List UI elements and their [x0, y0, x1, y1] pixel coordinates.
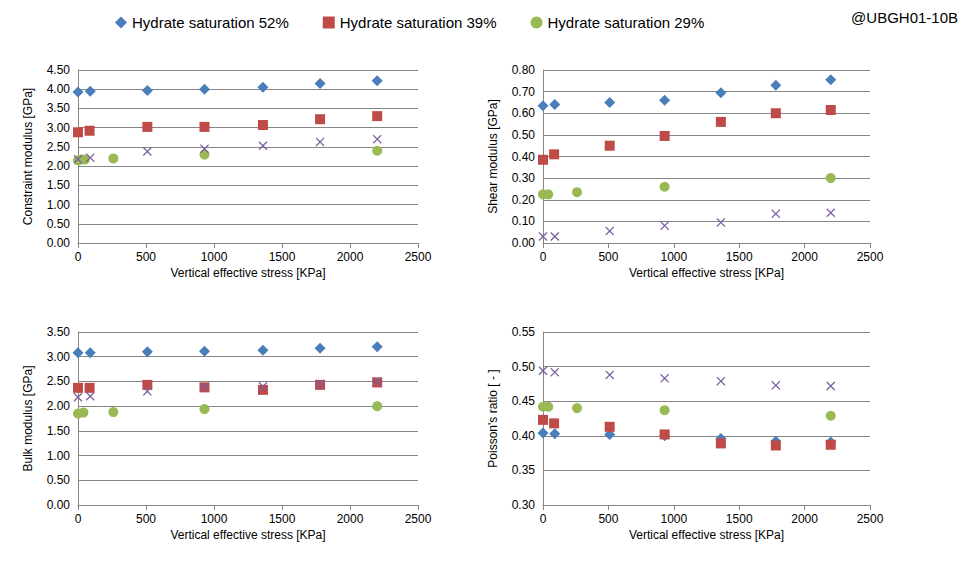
svg-text:1.50: 1.50 — [47, 424, 71, 438]
svg-text:500: 500 — [598, 250, 618, 264]
svg-text:0: 0 — [540, 512, 547, 526]
svg-text:0: 0 — [75, 512, 82, 526]
svg-text:2500: 2500 — [857, 250, 884, 264]
svg-text:0.30: 0.30 — [512, 498, 536, 512]
svg-text:Hydrate saturation 29%: Hydrate saturation 29% — [548, 14, 705, 31]
svg-text:0.10: 0.10 — [512, 214, 536, 228]
svg-text:Hydrate saturation 52%: Hydrate saturation 52% — [132, 14, 289, 31]
svg-text:0.40: 0.40 — [512, 429, 536, 443]
svg-text:0.50: 0.50 — [512, 360, 536, 374]
svg-text:0.40: 0.40 — [512, 150, 536, 164]
svg-text:2000: 2000 — [337, 250, 364, 264]
svg-text:0.30: 0.30 — [512, 171, 536, 185]
svg-text:0.70: 0.70 — [512, 85, 536, 99]
svg-text:500: 500 — [136, 512, 156, 526]
svg-text:0: 0 — [540, 250, 547, 264]
svg-text:3.50: 3.50 — [47, 101, 71, 115]
svg-text:Bulk modulus [GPa]: Bulk modulus [GPa] — [21, 365, 35, 471]
svg-text:Hydrate saturation 39%: Hydrate saturation 39% — [340, 14, 497, 31]
svg-text:2000: 2000 — [337, 512, 364, 526]
svg-text:2.50: 2.50 — [47, 140, 71, 154]
svg-text:0.50: 0.50 — [47, 217, 71, 231]
svg-text:1.00: 1.00 — [47, 198, 71, 212]
svg-text:0.50: 0.50 — [47, 473, 71, 487]
svg-text:4.00: 4.00 — [47, 82, 71, 96]
svg-text:0.20: 0.20 — [512, 193, 536, 207]
svg-text:500: 500 — [598, 512, 618, 526]
svg-text:2500: 2500 — [405, 250, 432, 264]
svg-text:0.00: 0.00 — [47, 236, 71, 250]
svg-text:2000: 2000 — [791, 512, 818, 526]
svg-text:0.50: 0.50 — [512, 128, 536, 142]
svg-text:0.00: 0.00 — [47, 498, 71, 512]
svg-text:0.00: 0.00 — [512, 236, 536, 250]
svg-text:1000: 1000 — [201, 512, 228, 526]
svg-text:Vertical effective stress [KPa: Vertical effective stress [KPa] — [629, 528, 784, 542]
svg-text:0.80: 0.80 — [512, 63, 536, 77]
svg-text:2.00: 2.00 — [47, 399, 71, 413]
svg-text:1500: 1500 — [726, 512, 753, 526]
svg-text:@UBGH01-10B: @UBGH01-10B — [851, 9, 958, 26]
svg-text:1500: 1500 — [726, 250, 753, 264]
svg-text:Vertical effective stress [KPa: Vertical effective stress [KPa] — [170, 528, 325, 542]
svg-text:1.50: 1.50 — [47, 178, 71, 192]
svg-text:Vertical effective stress [KPa: Vertical effective stress [KPa] — [629, 266, 784, 280]
svg-text:0: 0 — [75, 250, 82, 264]
svg-text:3.00: 3.00 — [47, 350, 71, 364]
svg-text:0.60: 0.60 — [512, 106, 536, 120]
svg-text:1000: 1000 — [660, 250, 687, 264]
svg-text:500: 500 — [136, 250, 156, 264]
svg-text:2500: 2500 — [857, 512, 884, 526]
svg-text:4.50: 4.50 — [47, 63, 71, 77]
svg-text:3.50: 3.50 — [47, 325, 71, 339]
svg-text:1000: 1000 — [201, 250, 228, 264]
svg-text:Poisson's ratio [ - ]: Poisson's ratio [ - ] — [486, 369, 500, 467]
svg-text:0.55: 0.55 — [512, 325, 536, 339]
svg-text:2.00: 2.00 — [47, 159, 71, 173]
svg-text:1000: 1000 — [660, 512, 687, 526]
svg-text:1500: 1500 — [269, 512, 296, 526]
svg-text:3.00: 3.00 — [47, 121, 71, 135]
svg-text:2500: 2500 — [405, 512, 432, 526]
svg-text:0.45: 0.45 — [512, 394, 536, 408]
svg-text:2.50: 2.50 — [47, 374, 71, 388]
svg-text:Shear modulus [GPa]: Shear modulus [GPa] — [486, 99, 500, 214]
svg-text:0.35: 0.35 — [512, 463, 536, 477]
svg-text:Vertical effective stress [KPa: Vertical effective stress [KPa] — [170, 266, 325, 280]
svg-text:2000: 2000 — [791, 250, 818, 264]
svg-text:1.00: 1.00 — [47, 449, 71, 463]
svg-text:Constraint modulus [GPa]: Constraint modulus [GPa] — [21, 88, 35, 225]
svg-text:1500: 1500 — [269, 250, 296, 264]
